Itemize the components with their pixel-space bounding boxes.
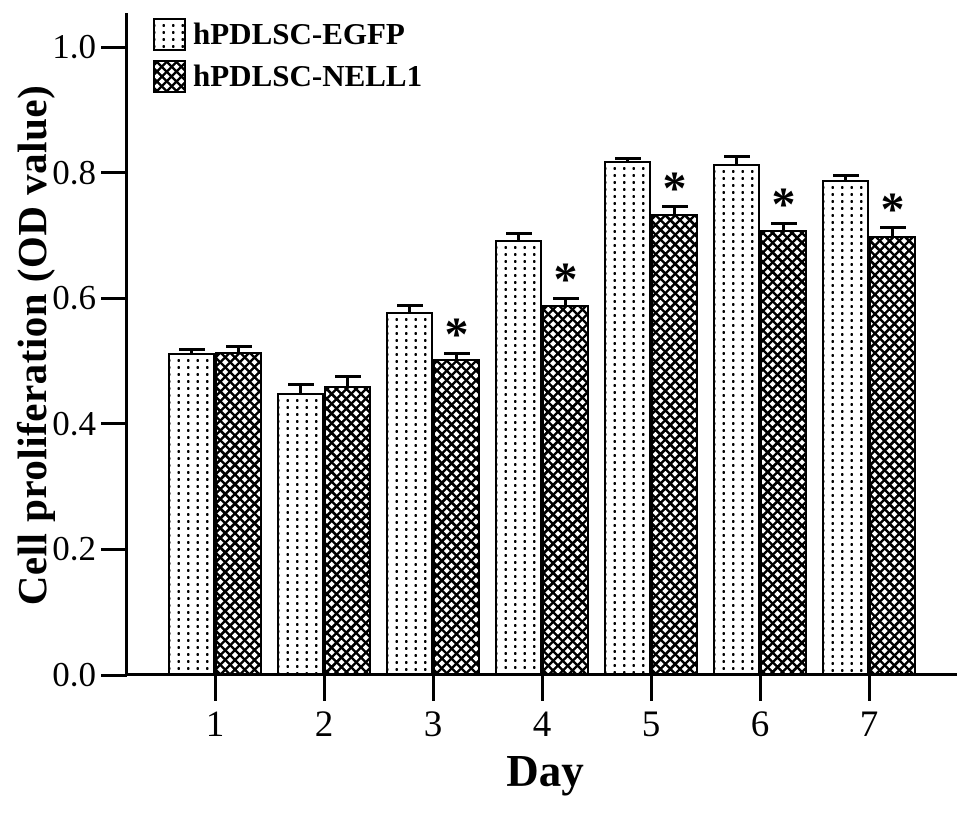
legend-label-egfp: hPDLSC-EGFP xyxy=(193,16,405,51)
x-tick-label-day5: 5 xyxy=(641,704,661,745)
error-bar-cap-hPDLSC-EGFP-day4 xyxy=(505,232,532,236)
legend: hPDLSC-EGFP hPDLSC-NELL1 xyxy=(153,13,422,97)
error-bar-stem-hPDLSC-EGFP-day6 xyxy=(735,156,738,166)
y-tick-1.0 xyxy=(101,45,127,49)
bar-hPDLSC-EGFP-day5 xyxy=(604,161,651,675)
error-bar-cap-hPDLSC-EGFP-day1 xyxy=(178,348,205,352)
error-bar-stem-hPDLSC-EGFP-day4 xyxy=(517,233,520,242)
error-bar-cap-hPDLSC-NELL1-day2 xyxy=(334,375,361,379)
error-bar-stem-hPDLSC-NELL1-day4 xyxy=(564,298,567,308)
significance-asterisk-day5: * xyxy=(662,161,687,215)
x-tick-label-day2: 2 xyxy=(314,704,334,745)
x-tick-day7 xyxy=(867,675,871,701)
error-bar-stem-hPDLSC-NELL1-day1 xyxy=(237,346,240,354)
significance-asterisk-day3: * xyxy=(444,308,469,362)
error-bar-cap-hPDLSC-NELL1-day1 xyxy=(225,345,252,349)
x-axis-title: Day xyxy=(506,746,584,796)
error-bar-stem-hPDLSC-NELL1-day7 xyxy=(891,227,894,239)
x-tick-day3 xyxy=(431,675,435,701)
y-tick-label-0.8: 0.8 xyxy=(52,152,96,192)
y-tick-0.6 xyxy=(101,296,127,300)
bar-hPDLSC-EGFP-day4 xyxy=(495,239,542,675)
bar-hPDLSC-EGFP-day2 xyxy=(277,393,324,675)
error-bar-cap-hPDLSC-NELL1-day6 xyxy=(770,221,797,225)
legend-item-egfp: hPDLSC-EGFP xyxy=(153,13,422,55)
bar-hPDLSC-NELL1-day7 xyxy=(869,236,916,675)
bar-hPDLSC-NELL1-day2 xyxy=(324,386,371,675)
y-tick-label-0.6: 0.6 xyxy=(52,278,96,318)
error-bar-cap-hPDLSC-NELL1-day3 xyxy=(443,351,470,355)
x-tick-day5 xyxy=(649,675,653,701)
bar-hPDLSC-EGFP-day7 xyxy=(822,180,869,675)
bar-hPDLSC-NELL1-day5 xyxy=(651,214,698,675)
error-bar-stem-hPDLSC-NELL1-day2 xyxy=(346,376,349,389)
x-tick-day4 xyxy=(540,675,544,701)
x-tick-day1 xyxy=(213,675,217,701)
significance-asterisk-day6: * xyxy=(771,178,796,232)
bar-hPDLSC-NELL1-day1 xyxy=(215,351,262,675)
error-bar-cap-hPDLSC-EGFP-day2 xyxy=(287,383,314,387)
error-bar-stem-hPDLSC-EGFP-day2 xyxy=(299,384,302,396)
error-bar-stem-hPDLSC-EGFP-day3 xyxy=(408,305,411,314)
y-tick-label-0.2: 0.2 xyxy=(52,529,96,569)
x-tick-label-day3: 3 xyxy=(423,704,443,745)
x-tick-label-day7: 7 xyxy=(859,704,879,745)
error-bar-cap-hPDLSC-NELL1-day7 xyxy=(879,226,906,230)
error-bar-cap-hPDLSC-NELL1-day4 xyxy=(552,296,579,300)
bar-hPDLSC-NELL1-day3 xyxy=(433,359,480,675)
y-tick-0.2 xyxy=(101,547,127,551)
y-tick-label-1.0: 1.0 xyxy=(52,27,96,66)
y-tick-0.0 xyxy=(101,673,127,677)
bar-hPDLSC-EGFP-day6 xyxy=(713,163,760,675)
y-axis-line xyxy=(125,13,128,676)
bar-hPDLSC-NELL1-day4 xyxy=(542,305,589,675)
x-tick-label-day6: 6 xyxy=(750,704,770,745)
x-tick-label-day4: 4 xyxy=(532,704,552,745)
legend-label-nell1: hPDLSC-NELL1 xyxy=(193,58,423,93)
error-bar-stem-hPDLSC-NELL1-day3 xyxy=(455,353,458,362)
error-bar-stem-hPDLSC-EGFP-day1 xyxy=(190,349,193,355)
y-tick-0.4 xyxy=(101,422,127,426)
error-bar-cap-hPDLSC-NELL1-day5 xyxy=(661,205,688,208)
legend-item-nell1: hPDLSC-NELL1 xyxy=(153,55,422,97)
error-bar-stem-hPDLSC-NELL1-day6 xyxy=(782,223,785,233)
x-tick-day6 xyxy=(758,675,762,701)
bar-hPDLSC-EGFP-day1 xyxy=(168,352,215,675)
y-tick-label-0.0: 0.0 xyxy=(52,655,96,694)
significance-asterisk-day7: * xyxy=(880,182,905,236)
error-bar-stem-hPDLSC-EGFP-day5 xyxy=(626,158,629,164)
error-bar-stem-hPDLSC-EGFP-day7 xyxy=(844,175,847,183)
vertical-dots-pattern-swatch xyxy=(153,17,186,51)
x-tick-day2 xyxy=(322,675,326,701)
bar-hPDLSC-EGFP-day3 xyxy=(386,312,433,675)
error-bar-cap-hPDLSC-EGFP-day6 xyxy=(723,154,750,158)
error-bar-cap-hPDLSC-EGFP-day3 xyxy=(396,304,423,308)
bar-hPDLSC-NELL1-day6 xyxy=(760,230,807,675)
x-tick-label-day1: 1 xyxy=(205,704,225,745)
y-tick-label-0.4: 0.4 xyxy=(52,403,96,443)
error-bar-cap-hPDLSC-EGFP-day7 xyxy=(832,173,859,177)
y-tick-0.8 xyxy=(101,171,127,175)
error-bar-cap-hPDLSC-EGFP-day5 xyxy=(614,157,641,161)
significance-asterisk-day4: * xyxy=(553,253,578,307)
crosshatch-pattern-swatch xyxy=(153,59,186,93)
error-bar-stem-hPDLSC-NELL1-day5 xyxy=(673,206,676,217)
